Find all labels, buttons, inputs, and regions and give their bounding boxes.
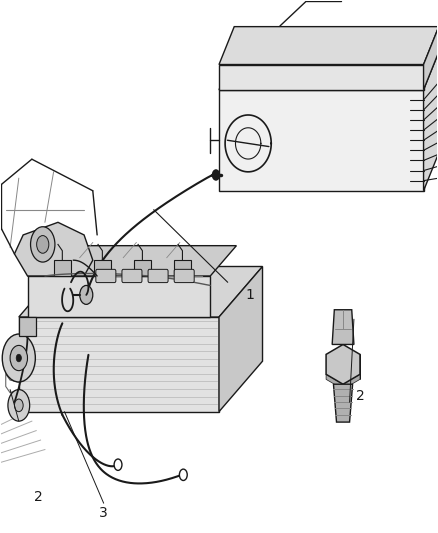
Circle shape (10, 345, 28, 370)
Circle shape (80, 286, 93, 304)
Polygon shape (219, 90, 424, 191)
Polygon shape (19, 317, 36, 336)
Polygon shape (343, 374, 360, 389)
Circle shape (16, 354, 21, 362)
Text: 1: 1 (245, 288, 254, 302)
Polygon shape (219, 64, 424, 90)
Polygon shape (424, 27, 438, 90)
Circle shape (31, 227, 55, 262)
FancyBboxPatch shape (174, 269, 194, 282)
Polygon shape (94, 260, 111, 276)
Polygon shape (174, 260, 191, 276)
Text: 2: 2 (356, 389, 365, 403)
Polygon shape (28, 276, 210, 317)
Polygon shape (14, 222, 93, 276)
Circle shape (14, 399, 23, 411)
Polygon shape (424, 52, 438, 191)
Polygon shape (28, 246, 237, 276)
FancyBboxPatch shape (122, 269, 142, 282)
Text: 3: 3 (99, 506, 108, 520)
Circle shape (212, 170, 219, 180)
Polygon shape (19, 266, 262, 317)
Polygon shape (134, 260, 151, 276)
Circle shape (114, 459, 122, 471)
Polygon shape (219, 27, 438, 64)
Polygon shape (326, 344, 360, 384)
Circle shape (180, 469, 187, 480)
Polygon shape (53, 260, 71, 276)
Polygon shape (219, 52, 438, 90)
Circle shape (37, 236, 49, 253)
Polygon shape (219, 266, 262, 411)
Circle shape (8, 390, 30, 421)
Polygon shape (333, 384, 353, 422)
Text: 2: 2 (34, 490, 43, 504)
Polygon shape (326, 374, 343, 389)
Polygon shape (332, 310, 354, 344)
FancyBboxPatch shape (148, 269, 168, 282)
FancyBboxPatch shape (96, 269, 116, 282)
Circle shape (2, 334, 35, 382)
Polygon shape (19, 317, 219, 411)
